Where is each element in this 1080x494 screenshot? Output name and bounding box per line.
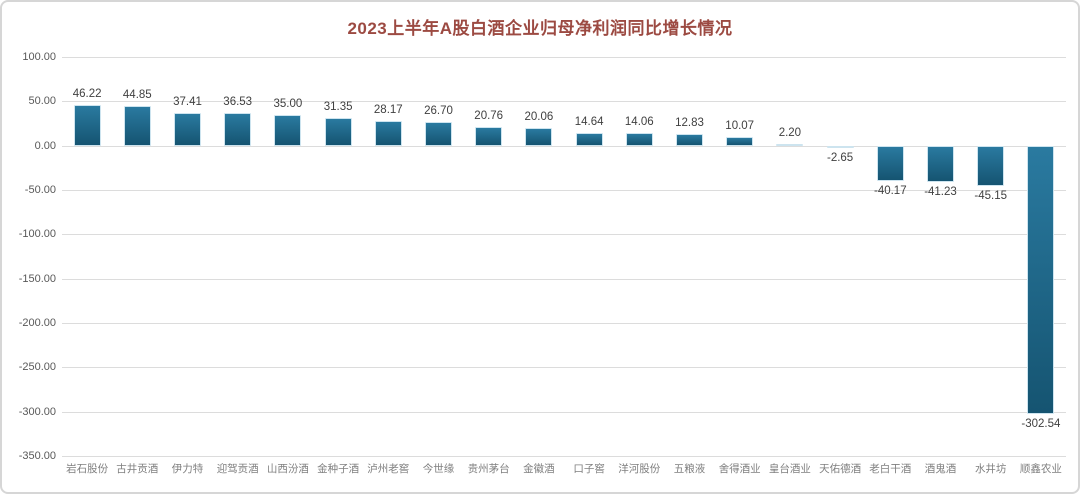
y-tick-label: -250.00: [18, 361, 56, 374]
x-tick-label: 贵州茅台: [467, 463, 510, 475]
x-tick-label: 酒鬼酒: [924, 463, 957, 475]
value-label: 20.06: [524, 110, 554, 123]
value-label: 35.00: [273, 97, 303, 110]
bar: [826, 145, 854, 148]
y-tick-label: -350.00: [18, 450, 56, 462]
y-tick-label: -150.00: [18, 272, 56, 285]
gridline: [62, 101, 1066, 103]
y-tick-label: 0.00: [34, 139, 56, 152]
value-label: -2.65: [826, 152, 854, 164]
value-label: 12.83: [675, 117, 704, 130]
value-label: -45.15: [974, 189, 1007, 202]
y-tick-label: 50.00: [28, 95, 56, 108]
x-tick-label: 皇台酒业: [768, 463, 811, 475]
value-label: 44.85: [122, 88, 152, 101]
x-tick-label: 顺鑫农业: [1019, 463, 1062, 475]
y-tick-label: -200.00: [18, 317, 56, 329]
value-label: 14.64: [574, 115, 604, 128]
bar: [575, 132, 603, 146]
x-tick-label: 古井贡酒: [116, 463, 159, 475]
value-label: 28.17: [373, 103, 403, 116]
x-tick-label: 金种子酒: [317, 463, 360, 475]
y-tick-label: -300.00: [18, 405, 56, 418]
x-tick-label: 老白干酒: [869, 463, 912, 475]
x-tick-label: 山西汾酒: [266, 463, 309, 475]
gridline: [62, 323, 1066, 324]
bar: [374, 120, 402, 146]
gridline: [62, 367, 1066, 369]
x-tick-label: 口子窖: [573, 463, 605, 475]
bar: [224, 113, 252, 146]
bar: [776, 143, 804, 146]
x-tick-label: 伊力特: [171, 463, 204, 475]
value-label: 10.07: [725, 119, 755, 132]
value-label: 20.76: [474, 110, 504, 123]
x-tick-label: 水井坊: [974, 463, 1007, 475]
gridline: [62, 278, 1066, 280]
x-tick-label: 金徽酒: [523, 463, 555, 475]
bar: [475, 127, 503, 146]
y-tick-label: -100.00: [18, 228, 56, 241]
bar: [876, 145, 904, 182]
gridline: [62, 145, 1066, 147]
value-label: 26.70: [424, 105, 453, 117]
value-label: 2.20: [778, 126, 802, 139]
x-tick-label: 洋河股份: [618, 463, 661, 475]
gridline: [62, 411, 1066, 413]
bar: [726, 136, 754, 146]
bar: [73, 104, 101, 146]
value-label: 46.22: [72, 87, 102, 100]
bar: [625, 133, 653, 146]
y-tick-label: -50.00: [24, 184, 56, 196]
gridline: [62, 234, 1066, 236]
x-tick-label: 迎驾贡酒: [216, 463, 259, 475]
bar: [676, 134, 703, 146]
gridline: [62, 57, 1066, 58]
x-tick-label: 五粮液: [673, 463, 706, 475]
bar: [977, 145, 1005, 186]
bar: [525, 127, 553, 146]
value-label: 31.35: [323, 100, 353, 113]
bar: [1027, 145, 1055, 414]
bar: [927, 145, 954, 183]
bar: [123, 105, 151, 146]
bar: [274, 114, 302, 146]
value-label: -302.54: [1021, 417, 1061, 430]
x-tick-label: 泸州老窖: [367, 463, 410, 475]
value-label: 37.41: [173, 95, 202, 108]
x-tick-label: 今世缘: [422, 463, 455, 475]
value-label: 14.06: [624, 116, 654, 129]
value-label: 36.53: [223, 96, 253, 109]
gridline: [62, 190, 1066, 191]
y-tick-label: 100.00: [22, 51, 56, 63]
x-tick-label: 天佑德酒: [819, 463, 862, 475]
x-tick-label: 岩石股份: [66, 463, 109, 475]
value-label: -40.17: [873, 185, 907, 198]
value-label: -41.23: [924, 186, 957, 199]
bar: [425, 122, 452, 146]
chart-title: 2023上半年A股白酒企业归母净利润同比增长情况: [347, 19, 733, 38]
bar: [324, 117, 352, 146]
gridline: [62, 456, 1066, 457]
x-tick-label: 舍得酒业: [718, 463, 761, 475]
bar: [174, 112, 201, 146]
